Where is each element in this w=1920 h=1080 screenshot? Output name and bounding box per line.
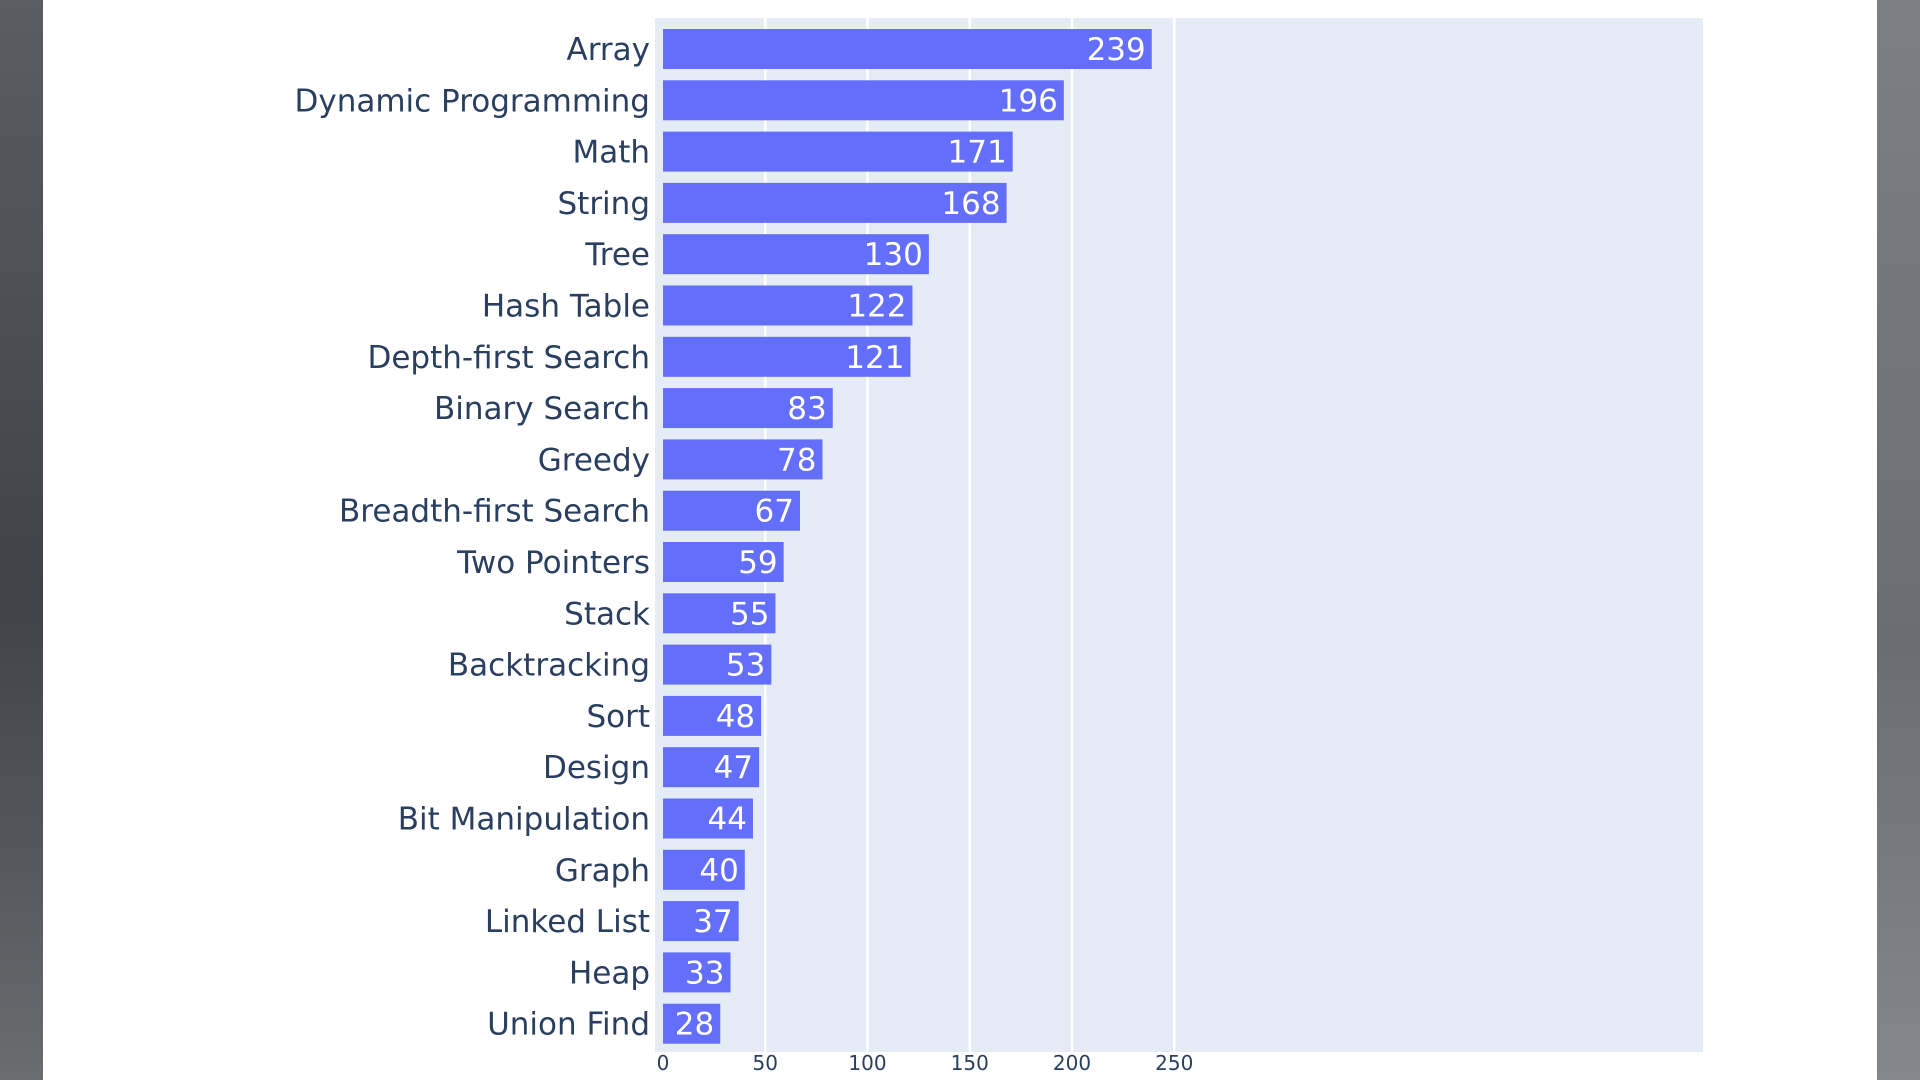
bar [663,542,784,582]
bar [663,182,1007,223]
bar [663,285,913,326]
bar [663,490,801,531]
bar [663,131,1013,172]
category-label: Binary Search [434,391,650,427]
data-label: 78 [777,442,816,478]
bar [663,849,745,890]
data-label: 168 [941,186,1000,222]
data-label: 33 [685,955,724,991]
data-label: 122 [847,289,906,325]
data-label: 59 [738,545,777,581]
right-window-edge [1877,0,1920,1080]
bar [663,901,739,942]
bar [663,80,1064,121]
category-label: Stack [564,596,650,632]
bar [663,336,911,377]
x-tick-label: 250 [1155,1051,1193,1075]
data-label: 171 [948,135,1007,171]
category-label: Heap [569,955,650,991]
category-label: Hash Table [482,289,650,325]
value-labels: 239 196 171 168 130 122 121 83 78 67 59 55 53 48 47 44 4… [675,32,1146,1043]
category-label: Math [572,135,650,171]
category-label: Backtracking [448,648,650,684]
bar [663,1003,721,1044]
category-labels: Array Dynamic Programming Math String Tree Ha… [294,32,650,1043]
data-label: 28 [675,1007,714,1043]
data-label: 239 [1087,32,1146,68]
data-label: 121 [845,340,904,376]
category-label: Breadth-first Search [339,494,650,530]
category-label: Greedy [538,442,650,478]
data-label: 48 [716,699,755,735]
data-label: 47 [714,750,753,786]
data-label: 40 [699,853,738,889]
bar [663,388,833,429]
category-label: Array [567,32,651,68]
bar [663,593,776,634]
plot-area [655,18,1703,1052]
x-tick-label: 50 [753,1051,778,1075]
category-label: Depth-first Search [367,340,650,376]
data-label: 83 [787,391,826,427]
category-label: Two Pointers [456,545,650,581]
data-label: 37 [693,904,732,940]
category-label: Dynamic Programming [294,83,650,119]
data-label: 55 [730,596,769,632]
data-label: 67 [755,494,794,530]
category-label: Union Find [487,1007,650,1043]
bars [663,29,1152,1044]
data-label: 196 [999,83,1058,119]
bar [663,234,929,275]
category-label: Design [543,750,650,786]
category-label: Graph [555,853,650,889]
data-label: 44 [708,802,747,838]
x-axis-ticks: 0 50 100 150 200 250 [657,1051,1194,1075]
bar [663,439,823,480]
data-label: 130 [864,237,923,273]
x-tick-label: 150 [951,1051,989,1075]
data-label: 53 [726,648,765,684]
left-window-edge [0,0,43,1080]
bar [663,644,772,685]
x-tick-label: 100 [848,1051,886,1075]
category-label: Bit Manipulation [398,802,650,838]
bar [663,29,1152,69]
category-label: String [557,186,650,222]
bar [663,798,753,839]
bar [663,747,760,788]
category-label: Linked List [485,904,650,940]
x-tick-label: 0 [657,1051,670,1075]
category-label: Sort [586,699,650,735]
x-tick-label: 200 [1053,1051,1091,1075]
category-label: Tree [584,237,650,273]
bar [663,952,731,993]
bar [663,695,762,736]
